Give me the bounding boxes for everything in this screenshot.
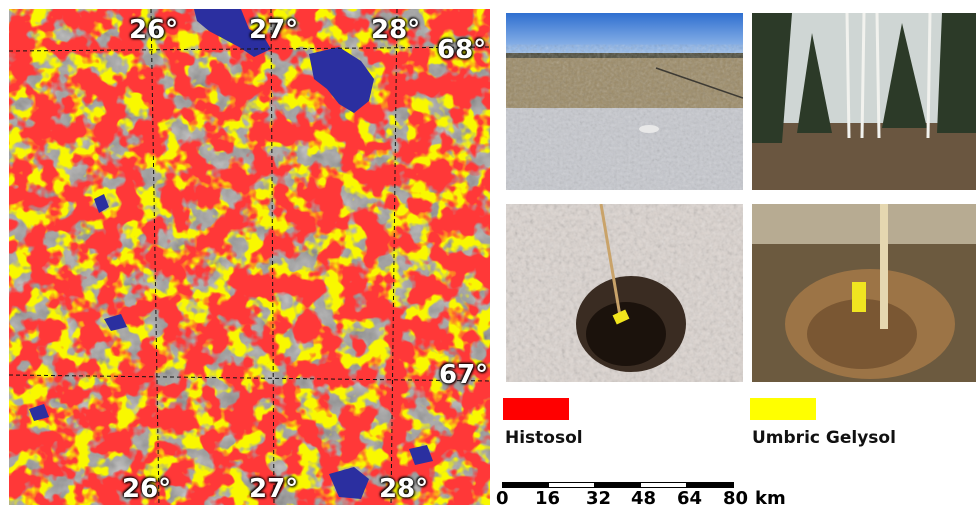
- scale-tick-32: 32: [586, 488, 612, 509]
- photo-soil-pit-snow: [506, 204, 743, 382]
- photo-soil-pit-stick: [752, 204, 976, 382]
- scale-unit: km: [755, 488, 786, 509]
- scale-bar: [502, 482, 734, 490]
- scale-tick-80: 80: [723, 488, 749, 509]
- scale-tick-0: 0: [496, 488, 509, 509]
- legend-swatch-umbric-gelysol: [750, 398, 816, 420]
- lon-label-bottom-26: 26°: [122, 474, 172, 504]
- lon-label-top-26: 26°: [129, 15, 179, 45]
- scale-tick-64: 64: [677, 488, 703, 509]
- lake-northeast: [309, 47, 374, 113]
- scale-tick-16: 16: [535, 488, 561, 509]
- scale-tick-48: 48: [631, 488, 657, 509]
- lake-southwest: [29, 404, 49, 421]
- photo-forest: [752, 13, 976, 190]
- legend-label-umbric-gelysol: Umbric Gelysol: [752, 428, 896, 448]
- lake-small-2: [104, 314, 127, 331]
- lon-label-bottom-27: 27°: [249, 474, 299, 504]
- lat-label-68: 68°: [437, 35, 487, 65]
- lake-small-1: [94, 194, 109, 213]
- lon-label-top-28: 28°: [371, 15, 421, 45]
- photo-open-bog: [506, 13, 743, 190]
- lon-label-top-27: 27°: [249, 15, 299, 45]
- legend-label-histosol: Histosol: [505, 428, 583, 448]
- lon-label-bottom-28: 28°: [379, 474, 429, 504]
- graticule: [9, 9, 490, 505]
- scale-segment-5: [686, 482, 734, 488]
- histosol-areas: [9, 9, 490, 505]
- legend-swatch-histosol: [503, 398, 569, 420]
- lake-north: [194, 9, 271, 57]
- soil-map[interactable]: 26° 27° 28° 68° 67° 26° 27° 28°: [9, 9, 490, 505]
- lat-label-67: 67°: [439, 360, 489, 390]
- lake-south: [329, 467, 369, 499]
- lake-southeast: [409, 445, 433, 465]
- map-canvas: [9, 9, 490, 505]
